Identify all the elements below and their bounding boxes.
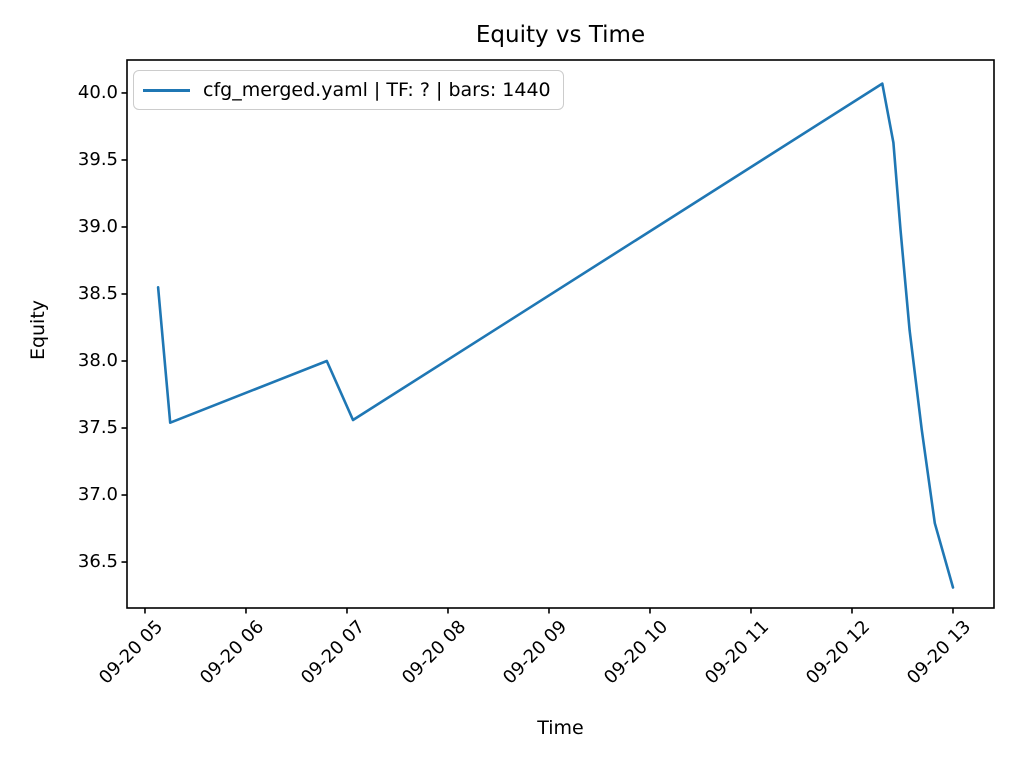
y-tick-label: 37.5	[77, 417, 118, 438]
chart-title: Equity vs Time	[475, 22, 646, 48]
legend: cfg_merged.yaml | TF: ? | bars: 1440	[133, 70, 564, 110]
x-axis-label: Time	[537, 717, 584, 739]
y-tick-label: 39.5	[77, 148, 118, 170]
y-tick-label: 38.5	[77, 282, 118, 304]
y-axis-label: Equity	[27, 299, 49, 361]
y-tick-label: 38.0	[77, 350, 118, 371]
equity-series-line	[156, 82, 955, 589]
y-tick-label: 37.0	[77, 484, 118, 506]
legend-line-swatch	[143, 88, 190, 92]
y-tick-label: 40.0	[77, 81, 118, 103]
axes-spines	[126, 59, 995, 609]
legend-label: cfg_merged.yaml | TF: ? | bars: 1440	[203, 79, 551, 101]
y-tick-label: 36.5	[77, 551, 118, 573]
y-tick-label: 39.0	[77, 215, 118, 237]
